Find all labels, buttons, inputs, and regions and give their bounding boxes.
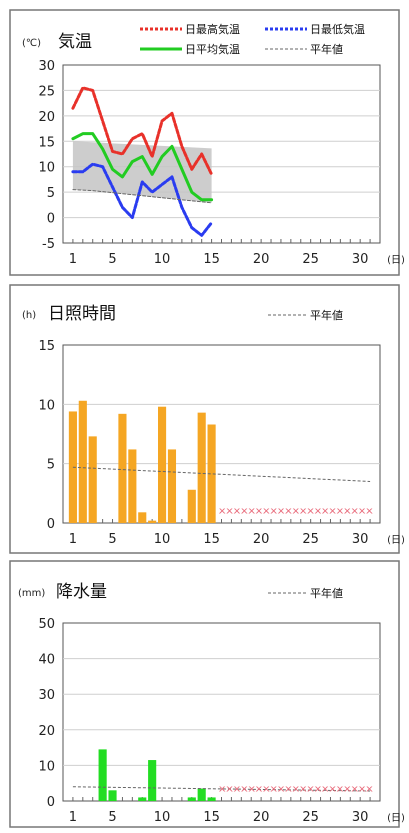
sunshine-bar — [148, 520, 157, 523]
temperature-legend: 日最高気温 日最低気温 日平均気温 平年値 — [140, 22, 365, 56]
precipitation-x-tick-label: 10 — [154, 810, 171, 825]
temperature-x-tick-label: 5 — [108, 252, 116, 267]
sunshine-bar — [207, 424, 216, 523]
precipitation-y-tick-label: 0 — [47, 795, 55, 810]
temperature-y-tick-label: 10 — [38, 161, 55, 176]
sunshine-bar — [88, 436, 97, 523]
legend-max-label: 日最高気温 — [185, 22, 240, 36]
precipitation-y-tick-label: 50 — [38, 617, 55, 632]
temperature-unit: (℃) — [22, 38, 41, 49]
temperature-y-tick-label: 20 — [38, 110, 55, 125]
sunshine-x-tick-label: 10 — [154, 532, 171, 547]
precipitation-unit: (mm) — [18, 588, 45, 599]
precipitation-x-tick-label: 20 — [253, 810, 270, 825]
sunshine-x-tick-label: 15 — [203, 532, 220, 547]
precipitation-bar — [207, 797, 216, 801]
precipitation-y-tick-label: 40 — [38, 653, 55, 668]
precipitation-x-unit: (日) — [387, 813, 405, 824]
temperature-x-unit: (日) — [387, 255, 405, 266]
precipitation-bar — [98, 749, 107, 801]
sunshine-x-tick-label: 20 — [253, 532, 270, 547]
precipitation-bar — [148, 760, 157, 801]
sunshine-bar — [118, 413, 127, 523]
temperature-y-tick-label: 5 — [47, 186, 55, 201]
sunshine-x-unit: (日) — [387, 535, 405, 546]
sunshine-y-tick-label: 10 — [38, 398, 55, 413]
legend-normal-label: 平年値 — [310, 42, 343, 56]
sunshine-x-tick-label: 5 — [108, 532, 116, 547]
precipitation-x-tick-label: 15 — [203, 810, 220, 825]
sunshine-bar — [128, 449, 137, 523]
sunshine-y-tick-label: 0 — [47, 517, 55, 532]
precipitation-x-tick-label: 5 — [108, 810, 116, 825]
temperature-title: 気温 — [58, 32, 92, 52]
sunshine-bar — [167, 449, 177, 523]
sunshine-missing-markers: xxxxxxxxxxxxxxxxxxxxx — [219, 507, 374, 517]
precipitation-missing-markers: xxxxxxxxxxxxxxxxxxxxx — [219, 785, 374, 795]
sunshine-bar — [187, 489, 196, 523]
precipitation-y-tick-label: 30 — [38, 688, 55, 703]
temperature-x-tick-label: 30 — [352, 252, 369, 267]
precipitation-bar — [108, 790, 117, 801]
sunshine-x-tick-label: 25 — [302, 532, 319, 547]
sunshine-bar — [78, 400, 87, 523]
precipitation-x-tick-label: 30 — [352, 810, 369, 825]
temperature-x-tick-label: 25 — [302, 252, 319, 267]
sunshine-bar — [138, 512, 147, 523]
sunshine-unit: (h) — [22, 310, 36, 321]
precipitation-x-tick-label: 1 — [69, 810, 77, 825]
temperature-y-tick-label: 0 — [47, 212, 55, 227]
precipitation-bar — [187, 797, 196, 801]
precipitation-y-tick-label: 20 — [38, 724, 55, 739]
legend-min-label: 日最低気温 — [310, 22, 365, 36]
sunshine-title: 日照時間 — [48, 304, 116, 324]
sunshine-bar — [158, 406, 167, 523]
temperature-x-tick-label: 20 — [253, 252, 270, 267]
sunshine-y-tick-label: 15 — [38, 339, 55, 354]
temperature-series-line-2 — [71, 132, 214, 202]
sunshine-x-tick-label: 1 — [69, 532, 77, 547]
temperature-y-tick-label: 15 — [38, 135, 55, 150]
precipitation-legend-label: 平年値 — [310, 586, 343, 600]
temperature-y-tick-label: -5 — [42, 237, 55, 252]
legend-avg-label: 日平均気温 — [185, 42, 240, 56]
sunshine-x-tick-label: 30 — [352, 532, 369, 547]
precipitation-title: 降水量 — [56, 582, 107, 602]
temperature-y-tick-label: 25 — [38, 84, 55, 99]
sunshine-bar — [197, 412, 206, 523]
temperature-x-tick-label: 15 — [203, 252, 220, 267]
sunshine-y-tick-label: 5 — [47, 458, 55, 473]
precipitation-plot-area — [62, 622, 381, 802]
precipitation-normal-line — [72, 786, 371, 792]
temperature-series-line-0 — [71, 86, 214, 176]
temperature-series-line-3 — [72, 189, 213, 204]
precipitation-bar — [138, 797, 147, 801]
temperature-y-tick-label: 30 — [38, 59, 55, 74]
sunshine-plot-area — [62, 344, 381, 524]
sunshine-normal-line — [72, 466, 371, 482]
temperature-x-tick-label: 10 — [154, 252, 171, 267]
sunshine-legend-label: 平年値 — [310, 308, 343, 322]
temperature-series-line-1 — [71, 162, 214, 237]
precipitation-x-tick-label: 25 — [302, 810, 319, 825]
precipitation-bar — [197, 788, 206, 801]
precipitation-y-tick-label: 10 — [38, 759, 55, 774]
temperature-x-tick-label: 1 — [69, 252, 77, 267]
